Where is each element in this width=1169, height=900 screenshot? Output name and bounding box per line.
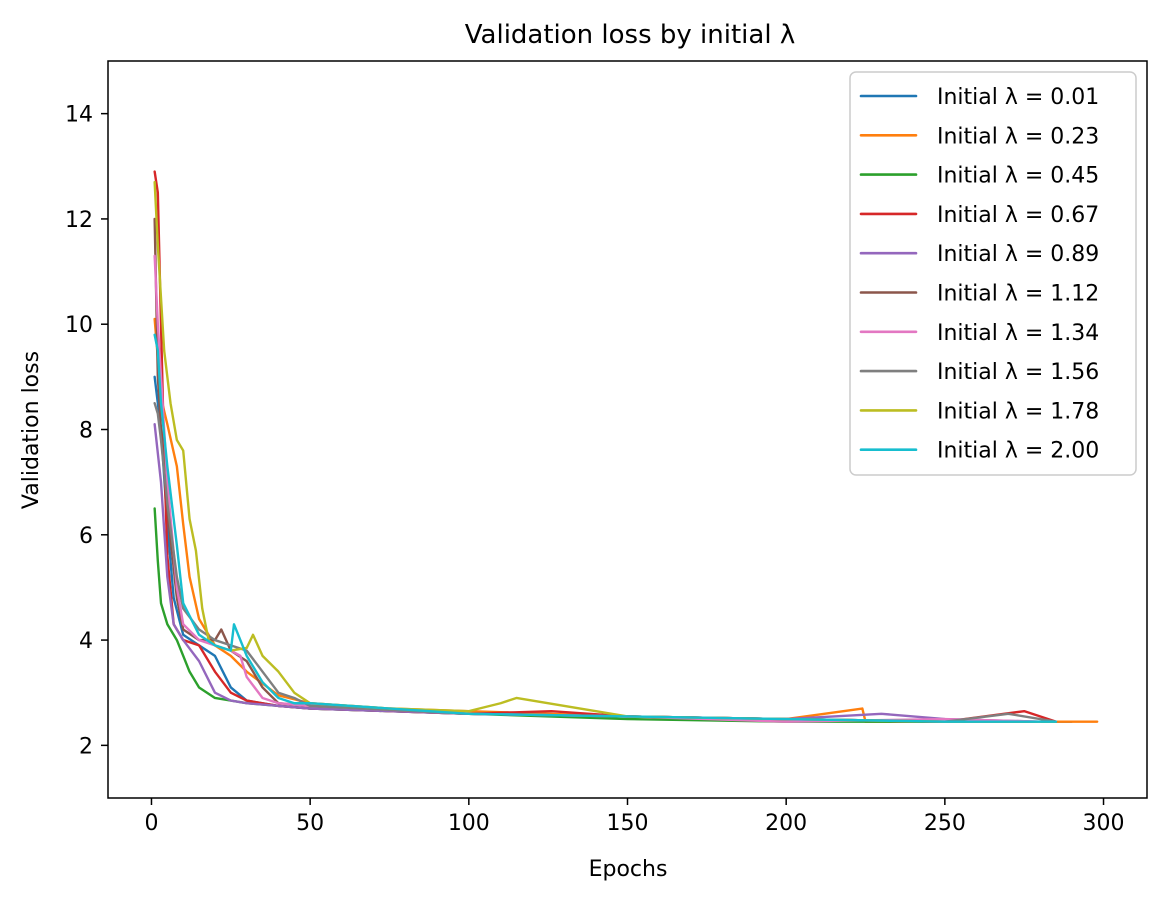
y-axis-label: Validation loss (19, 351, 44, 509)
series-line-10 (153, 333, 1058, 723)
legend-label-3: Initial λ = 0.45 (937, 164, 1099, 189)
y-tick-label: 12 (65, 208, 93, 233)
legend-label-9: Initial λ = 1.78 (937, 399, 1099, 424)
y-tick-label: 8 (79, 419, 93, 444)
y-tick-label: 14 (65, 103, 93, 128)
legend-label-1: Initial λ = 0.01 (937, 85, 1099, 110)
chart-title: Validation loss by initial λ (465, 20, 795, 50)
x-tick-label: 100 (448, 811, 490, 836)
legend-items: Initial λ = 0.01 Initial λ = 0.23 Initial … (859, 85, 1099, 464)
y-axis-ticks: 2 4 6 8 10 12 14 (65, 103, 108, 759)
legend-label-8: Initial λ = 1.56 (937, 360, 1099, 385)
legend-box (849, 71, 1137, 476)
x-axis-ticks: 0 50 100 150 200 250 300 (144, 798, 1125, 836)
x-tick-label: 300 (1083, 811, 1125, 836)
legend-label-5: Initial λ = 0.89 (937, 242, 1099, 267)
x-axis-label: Epochs (589, 857, 668, 882)
legend: Initial λ = 0.01 Initial λ = 0.23 Initial … (849, 71, 1137, 476)
x-tick-label: 150 (607, 811, 649, 836)
legend-label-6: Initial λ = 1.12 (937, 282, 1099, 307)
series-layer (153, 170, 1099, 723)
legend-label-7: Initial λ = 1.34 (937, 321, 1099, 346)
legend-label-2: Initial λ = 0.23 (937, 124, 1099, 149)
series-line-9 (153, 180, 1058, 723)
y-tick-label: 2 (79, 734, 93, 759)
x-tick-label: 0 (144, 811, 158, 836)
legend-label-4: Initial λ = 0.67 (937, 203, 1099, 228)
x-tick-label: 250 (924, 811, 966, 836)
y-tick-label: 6 (79, 524, 93, 549)
x-tick-label: 50 (296, 811, 324, 836)
y-tick-label: 10 (65, 313, 93, 338)
y-tick-label: 4 (79, 629, 93, 654)
legend-label-10: Initial λ = 2.00 (937, 439, 1099, 464)
series-line-5 (153, 423, 1042, 723)
x-tick-label: 200 (765, 811, 807, 836)
series-line-3 (153, 507, 1058, 723)
